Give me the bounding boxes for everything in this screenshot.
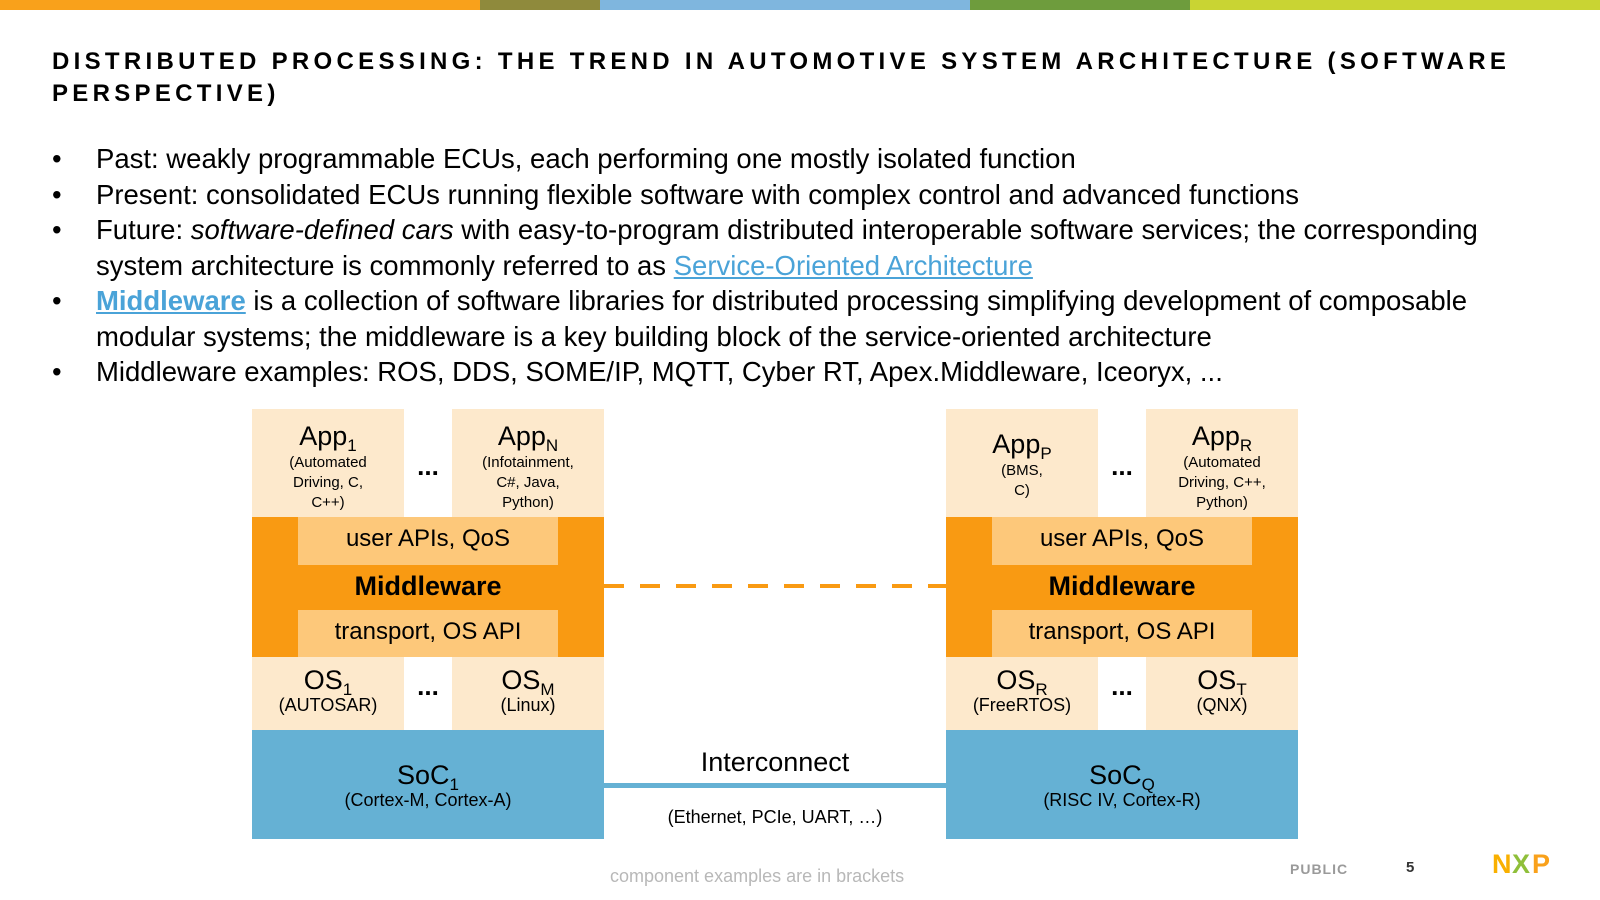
left-middleware-label: Middleware — [354, 571, 502, 601]
left-app-1: App1 (Automated Driving, C, C++) — [252, 409, 404, 517]
classification-label: PUBLIC — [1290, 861, 1349, 877]
left-os-1-title: OS1 — [303, 665, 353, 699]
svg-text:P: P — [1532, 849, 1550, 877]
right-soc-desc: (RISC IV, Cortex-R) — [1043, 790, 1201, 810]
left-os-2: OSM (Linux) — [452, 657, 604, 730]
interconnect-desc: (Ethernet, PCIe, UART, …) — [667, 807, 883, 827]
left-os-1-desc: (AUTOSAR) — [278, 695, 378, 715]
footer-note: component examples are in brackets — [610, 866, 905, 886]
left-os-1: OS1 (AUTOSAR) — [252, 657, 404, 730]
right-os-1: OSR (FreeRTOS) — [946, 657, 1098, 730]
right-os-2: OST (QNX) — [1146, 657, 1298, 730]
left-app-1-desc: (Automated Driving, C, C++) — [289, 454, 367, 511]
bullet-dot: • — [52, 178, 62, 210]
bullet-dot: • — [52, 143, 62, 174]
left-os-2-title: OSM — [501, 665, 555, 699]
left-app-2-desc: (Infotainment, C#, Java, Python) — [482, 454, 574, 511]
bullet-examples-text: Middleware examples: ROS, DDS, SOME/IP, … — [96, 356, 1223, 387]
right-os-2-desc: (QNX) — [1196, 695, 1248, 715]
bullet-future-text: with easy-to-program distributed interop… — [96, 214, 1478, 281]
top-color-bar — [0, 0, 1600, 10]
right-app-2-desc: (Automated Driving, C++, Python) — [1178, 454, 1266, 511]
right-soc: SoCQ (RISC IV, Cortex-R) — [946, 730, 1298, 839]
bullet-examples: • Middleware examples: ROS, DDS, SOME/IP,… — [52, 354, 1572, 390]
right-os-2-title: OST — [1197, 665, 1247, 699]
right-middleware-block: user APIs, QoS Middleware transport, OS … — [946, 517, 1298, 657]
topbar-segment-olive — [480, 0, 600, 10]
middleware-dashed-link — [604, 584, 946, 588]
left-user-apis: user APIs, QoS — [298, 517, 558, 565]
right-app-ellipsis: ... — [1111, 451, 1133, 481]
bullet-dot: • — [52, 214, 62, 245]
svg-text:N: N — [1492, 849, 1511, 877]
bullet-dot: • — [52, 356, 62, 387]
svg-text:X: X — [1512, 849, 1530, 877]
bullet-past-text: Past: weakly programmable ECUs, each per… — [96, 143, 1076, 174]
bullet-list: • Past: weakly programmable ECUs, each pe… — [52, 141, 1572, 390]
middleware-link[interactable]: Middleware — [96, 285, 246, 316]
nxp-logo-icon: N X P — [1492, 849, 1551, 877]
left-transport-api: transport, OS API — [298, 610, 558, 657]
right-transport-api: transport, OS API — [992, 610, 1252, 657]
left-os-ellipsis: ... — [417, 671, 439, 701]
left-app-ellipsis: ... — [417, 451, 439, 481]
topbar-segment-green — [970, 0, 1190, 10]
page-number: 5 — [1406, 859, 1415, 876]
left-soc-desc: (Cortex-M, Cortex-A) — [344, 790, 512, 810]
topbar-segment-lime — [1190, 0, 1600, 10]
right-os-1-title: OSR — [996, 665, 1048, 699]
right-os-1-desc: (FreeRTOS) — [972, 695, 1072, 715]
slide-title: DISTRIBUTED PROCESSING: THE TREND IN AUT… — [52, 48, 1511, 107]
left-app-1-title: App1 — [299, 421, 357, 455]
bullet-present-text: Present: consolidated ECUs running flexi… — [96, 178, 1300, 210]
topbar-segment-orange — [0, 0, 480, 10]
topbar-segment-blue — [600, 0, 970, 10]
interconnect-line — [604, 783, 946, 788]
bullet-middleware: • Middleware is a collection of software … — [52, 283, 1572, 354]
left-soc: SoC1 (Cortex-M, Cortex-A) — [252, 730, 604, 839]
soa-link[interactable]: Service-Oriented Architecture — [673, 249, 1033, 281]
left-soc-title: SoC1 — [397, 760, 459, 794]
right-app-2: AppR (Automated Driving, C++, Python) — [1146, 409, 1298, 517]
right-app-1-title: AppP — [992, 429, 1052, 463]
bullet-future-italic: software-defined cars — [190, 214, 454, 245]
bullet-present: • Present: consolidated ECUs running flex… — [52, 177, 1572, 213]
left-middleware-block: user APIs, QoS Middleware transport, OS … — [252, 517, 604, 657]
bullet-middleware-text: is a collection of software libraries fo… — [96, 285, 1468, 352]
left-app-2: AppN (Infotainment, C#, Java, Python) — [452, 409, 604, 517]
right-user-apis: user APIs, QoS — [992, 517, 1252, 565]
bullet-dot: • — [52, 285, 62, 316]
left-app-2-title: AppN — [497, 421, 559, 455]
interconnect-label: Interconnect — [700, 747, 850, 777]
right-app-1-desc: (BMS, C) — [1001, 462, 1043, 499]
right-soc-title: SoCQ — [1089, 760, 1155, 794]
right-app-2-title: AppR — [1191, 421, 1253, 455]
right-middleware-label: Middleware — [1048, 571, 1196, 601]
bullet-future: • Future: software-defined cars with easy… — [52, 212, 1572, 283]
bullet-past: • Past: weakly programmable ECUs, each pe… — [52, 141, 1572, 177]
left-os-2-desc: (Linux) — [500, 695, 556, 715]
right-os-ellipsis: ... — [1111, 671, 1133, 701]
bullet-future-prefix: Future: — [96, 214, 191, 245]
right-app-1: AppP (BMS, C) — [946, 409, 1098, 517]
